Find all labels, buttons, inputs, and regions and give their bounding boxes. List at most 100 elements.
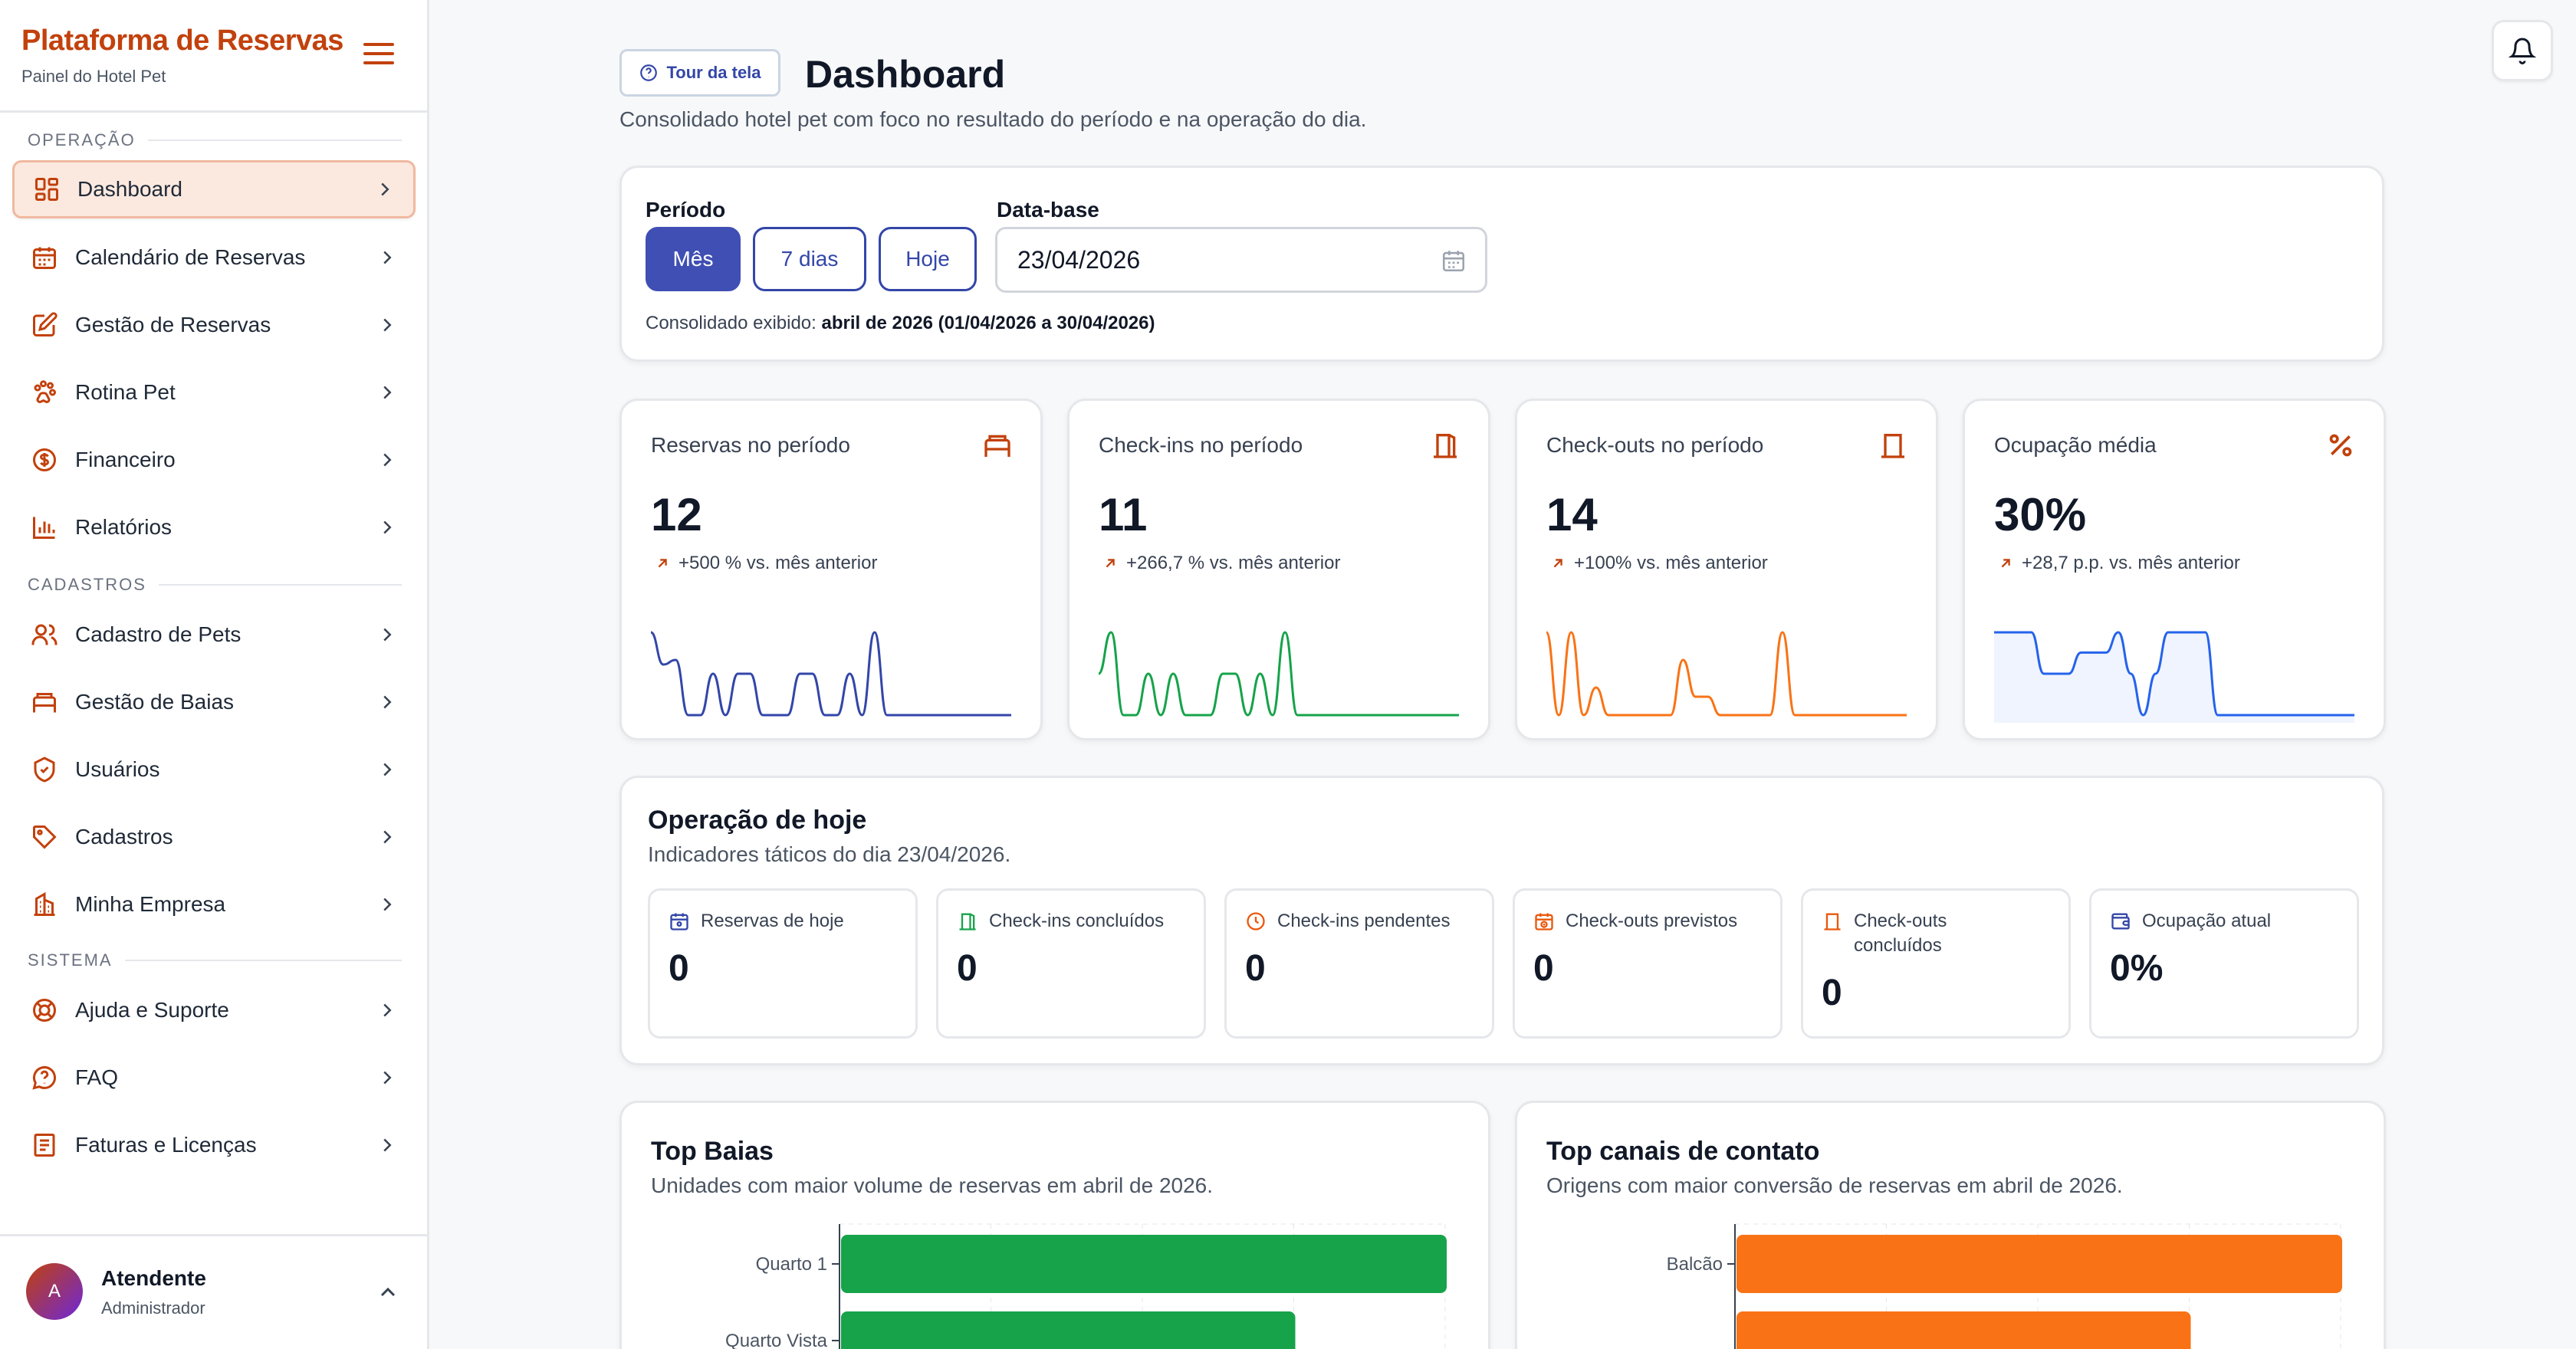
period-7days-button[interactable]: 7 dias: [753, 227, 866, 291]
bed-icon: [984, 435, 1010, 457]
menu-toggle-icon[interactable]: [363, 43, 394, 67]
sidebar-item-label: Rotina Pet: [75, 380, 176, 404]
trend-up-icon: [1553, 559, 1562, 568]
bell-icon: [2509, 38, 2536, 64]
chevron-right-icon: [383, 1138, 392, 1152]
kpi-delta: +500 % vs. mês anterior: [654, 553, 877, 574]
kpi-value: 12: [651, 489, 702, 540]
divider: [0, 1234, 429, 1236]
sidebar-item-cadastro-pets[interactable]: Cadastro de Pets: [12, 606, 416, 664]
sidebar-item-label: Relatórios: [75, 515, 172, 539]
calendar-icon[interactable]: [1441, 248, 1467, 274]
date-field[interactable]: 23/04/2026: [995, 227, 1487, 293]
sidebar-item-relatorios[interactable]: Relatórios: [12, 498, 416, 556]
kpi-value: 11: [1099, 489, 1148, 540]
sidebar-item-minha-empresa[interactable]: Minha Empresa: [12, 875, 416, 934]
bar: [1737, 1235, 2342, 1293]
sidebar-item-label: Ajuda e Suporte: [75, 998, 229, 1022]
top-baias-card: Top Baias Unidades com maior volume de r…: [619, 1101, 1490, 1349]
today-item-checkins-concluidos: Check-ins concluídos 0: [936, 888, 1206, 1039]
top-baias-title: Top Baias: [651, 1137, 774, 1166]
sidebar-item-gestao-baias[interactable]: Gestão de Baias: [12, 673, 416, 731]
building-icon: [29, 889, 60, 920]
top-baias-chart: Quarto 1 Quarto Vista: [725, 1223, 1447, 1349]
section-label-sistema: SISTEMA: [28, 950, 402, 970]
sidebar-item-dashboard[interactable]: Dashboard: [12, 160, 416, 218]
sidebar-item-label: Cadastro de Pets: [75, 622, 242, 646]
top-canais-subtitle: Origens com maior conversão de reservas …: [1546, 1173, 2123, 1197]
brand: Plataforma de Reservas Painel do Hotel P…: [21, 25, 343, 87]
today-item-label: Check-outs previstos: [1566, 911, 1738, 931]
door-closed-icon: [1824, 913, 1841, 931]
kpi-card-reservas: Reservas no período 12 +500 % vs. mês an…: [619, 399, 1043, 740]
sidebar-item-faturas[interactable]: Faturas e Licenças: [12, 1116, 416, 1174]
sidebar-item-label: Gestão de Reservas: [75, 313, 271, 336]
today-subtitle: Indicadores táticos do dia 23/04/2026.: [648, 842, 1011, 866]
today-item-checkins-pendentes: Check-ins pendentes 0: [1224, 888, 1494, 1039]
question-circle-icon: [29, 1062, 60, 1093]
today-item-reservas: Reservas de hoje 0: [648, 888, 918, 1039]
door-closed-icon: [1881, 434, 1904, 458]
divider: [0, 110, 429, 113]
page-title: Dashboard: [805, 53, 1006, 96]
today-item-ocupacao-atual: Ocupação atual 0%: [2089, 888, 2359, 1039]
date-value: 23/04/2026: [1017, 245, 1141, 274]
chevron-right-icon: [383, 251, 392, 264]
today-item-label: Check-outs concluídos: [1854, 911, 1947, 956]
sparkline-line: [1546, 631, 1907, 717]
edit-icon: [29, 310, 60, 340]
today-item-value: 0%: [2110, 948, 2164, 989]
clock-icon: [1247, 912, 1265, 931]
dollar-circle-icon: [29, 445, 60, 475]
chevron-right-icon: [383, 520, 392, 534]
chevron-right-icon: [383, 830, 392, 844]
brand-title: Plataforma de Reservas: [21, 25, 343, 57]
kpi-card-checkouts: Check-outs no período 14 +100% vs. mês a…: [1515, 399, 1938, 740]
users-icon: [29, 619, 60, 650]
section-label-operacao: OPERAÇÃO: [28, 130, 402, 150]
bar-chart-icon: [29, 512, 60, 543]
chevron-right-icon: [381, 182, 389, 196]
today-item-label: Reservas de hoje: [701, 911, 844, 931]
sidebar-item-financeiro[interactable]: Financeiro: [12, 431, 416, 489]
sidebar-item-gestao-reservas[interactable]: Gestão de Reservas: [12, 296, 416, 354]
period-today-button[interactable]: Hoje: [879, 227, 977, 291]
sidebar: Plataforma de Reservas Painel do Hotel P…: [0, 0, 429, 1349]
sidebar-item-ajuda[interactable]: Ajuda e Suporte: [12, 981, 416, 1039]
chevron-right-icon: [383, 898, 392, 911]
today-item-label: Check-ins pendentes: [1277, 911, 1451, 931]
kpi-title: Reservas no período: [651, 433, 850, 457]
chevron-right-icon: [383, 763, 392, 776]
consolidado-value: abril de 2026 (01/04/2026 a 30/04/2026): [821, 313, 1155, 333]
receipt-icon: [29, 1130, 60, 1160]
chevron-right-icon: [383, 453, 392, 467]
tick-label: Balcão: [1667, 1254, 1723, 1275]
kpi-delta: +100% vs. mês anterior: [1549, 553, 1768, 574]
today-item-value: 0: [957, 948, 978, 989]
bar: [841, 1235, 1447, 1293]
wallet-icon: [2111, 913, 2130, 930]
sidebar-item-cadastros[interactable]: Cadastros: [12, 808, 416, 866]
sidebar-item-usuarios[interactable]: Usuários: [12, 740, 416, 799]
door-icon: [1434, 434, 1457, 458]
today-item-value: 0: [669, 948, 689, 989]
sidebar-item-rotina-pet[interactable]: Rotina Pet: [12, 363, 416, 422]
sparkline: [651, 631, 1011, 717]
notifications-button[interactable]: [2492, 20, 2553, 81]
user-role: Administrador: [101, 1298, 205, 1318]
today-item-checkouts-concluidos: Check-outs concluídos 0: [1801, 888, 2071, 1039]
trend-up-icon: [1106, 559, 1115, 568]
chevron-up-icon[interactable]: [376, 1280, 400, 1305]
sidebar-item-calendario[interactable]: Calendário de Reservas: [12, 228, 416, 287]
period-month-button[interactable]: Mês: [646, 227, 741, 291]
paw-icon: [29, 377, 60, 408]
avatar[interactable]: A: [26, 1263, 83, 1320]
today-item-value: 0: [1822, 973, 1842, 1013]
chevron-right-icon: [383, 318, 392, 332]
tour-button[interactable]: Tour da tela: [619, 49, 780, 97]
sidebar-item-faq[interactable]: FAQ: [12, 1049, 416, 1107]
sparkline-area: [1994, 632, 2354, 723]
sparkline: [1994, 631, 2354, 723]
today-item-value: 0: [1533, 948, 1554, 989]
tour-label: Tour da tela: [666, 63, 761, 82]
